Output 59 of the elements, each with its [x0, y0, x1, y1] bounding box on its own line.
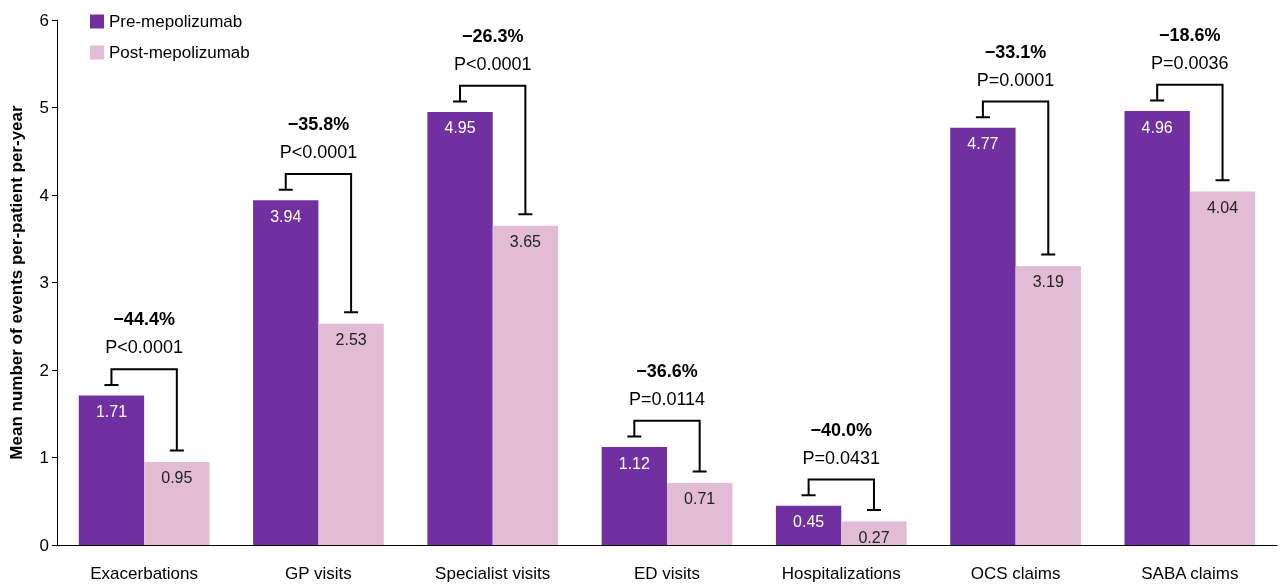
x-tick-label: OCS claims: [970, 564, 1061, 583]
bar: [601, 447, 667, 545]
x-tick-label: SABA claims: [1141, 564, 1239, 583]
annotation: −33.1%: [984, 41, 1047, 62]
data-label: 2.53: [335, 331, 367, 349]
data-label: 1.71: [95, 402, 128, 420]
annotation: P=0.0001: [976, 69, 1055, 90]
bar: [427, 111, 493, 545]
data-label: 4.04: [1206, 199, 1239, 216]
bar: [950, 127, 1016, 545]
bar: [492, 225, 559, 545]
annotation: P<0.0001: [279, 142, 358, 163]
x-tick-label: Specialist visits: [435, 564, 551, 583]
y-tick-label: 2: [39, 360, 49, 380]
y-tick-label: 6: [39, 10, 49, 30]
x-tick-label: Exacerbations: [90, 564, 199, 583]
bar: [78, 395, 145, 545]
data-label: 0.45: [793, 513, 825, 531]
data-label: 0.95: [161, 469, 193, 487]
annotation: P=0.0036: [1151, 52, 1229, 73]
data-label: 3.19: [1032, 273, 1064, 291]
y-tick-label: 3: [39, 273, 49, 292]
annotation: −44.4%: [113, 309, 175, 330]
legend-label: Post-mepolizumab: [109, 43, 250, 62]
bar: [1124, 111, 1190, 545]
annotation: −26.3%: [461, 25, 524, 46]
y-axis-title: Mean number of events per-patient per-year: [7, 105, 26, 460]
bar: [775, 505, 842, 545]
bar: [253, 200, 319, 545]
bar: [144, 461, 210, 545]
data-label: 0.27: [858, 528, 890, 546]
y-tick-label: 0: [39, 535, 49, 555]
data-label: 3.94: [270, 207, 302, 225]
data-label: 4.77: [967, 135, 999, 153]
y-tick-label: 4: [39, 185, 49, 205]
x-tick-label: ED visits: [633, 564, 701, 583]
y-tick-label: 5: [39, 98, 49, 117]
bar: [1189, 191, 1256, 545]
annotation: −36.6%: [636, 360, 698, 381]
data-label: 4.96: [1141, 118, 1173, 136]
data-label: 3.65: [509, 233, 542, 251]
annotation: P<0.0001: [453, 53, 532, 74]
annotation: −18.6%: [1159, 24, 1221, 45]
annotation: −40.0%: [810, 419, 873, 440]
bar: [841, 521, 907, 545]
bar: [318, 323, 384, 545]
bar: [1015, 265, 1081, 545]
annotation: P=0.0114: [628, 388, 706, 409]
bar: [667, 482, 733, 545]
x-tick-label: Hospitalizations: [781, 564, 901, 583]
data-label: 0.71: [684, 490, 716, 508]
annotation: P<0.0001: [105, 337, 183, 358]
legend-label: Pre-mepolizumab: [109, 12, 243, 31]
data-label: 1.12: [618, 454, 650, 472]
data-label: 4.95: [444, 119, 476, 137]
x-tick-label: GP visits: [285, 564, 352, 583]
y-tick-label: 1: [39, 448, 49, 467]
annotation: −35.8%: [287, 114, 350, 135]
annotation: P=0.0431: [802, 447, 881, 468]
